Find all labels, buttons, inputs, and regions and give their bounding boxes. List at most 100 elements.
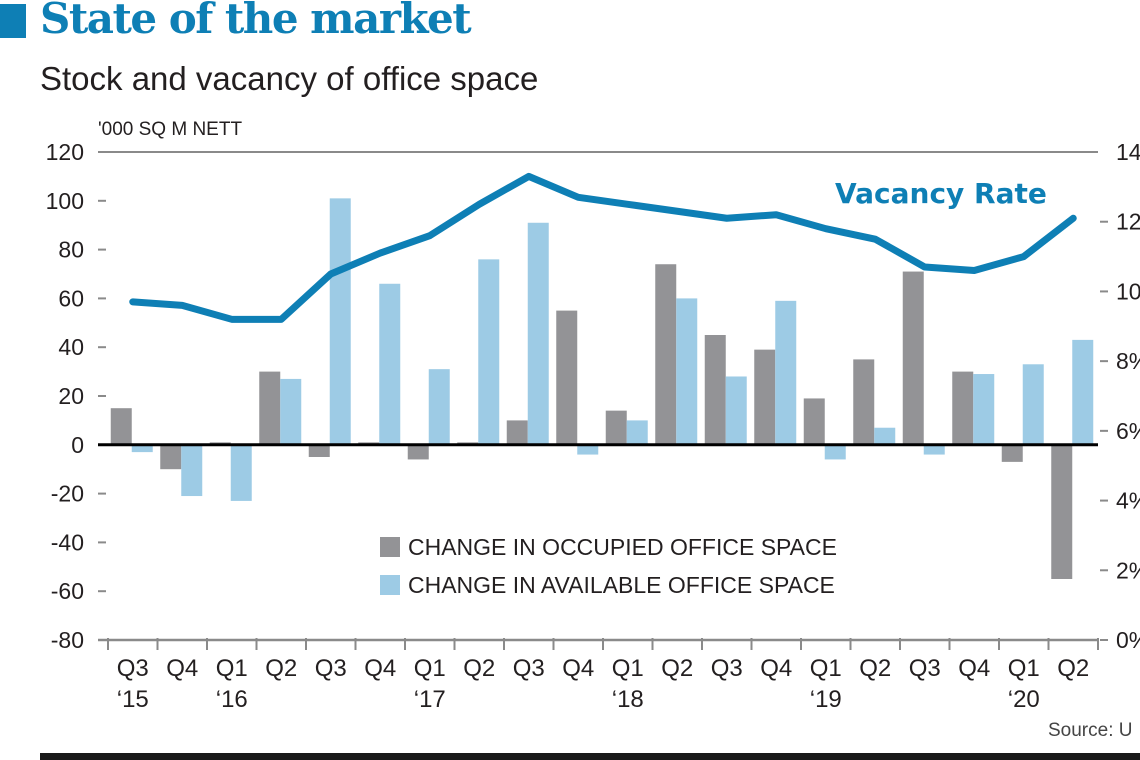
y-axis-unit-label: '000 SQ M NETT [98, 119, 243, 140]
tick-labels: 120 100 80 60 40 20 0 -20 -40 -60 -80 14 12 10 8% 6% 4% 2… [46, 139, 1140, 713]
x-year-label: ‘19 [810, 686, 842, 713]
legend-swatch-available [380, 575, 400, 595]
x-year-label: ‘17 [414, 686, 446, 713]
bar-occupied [110, 408, 132, 445]
y-tick-label: 60 [58, 285, 84, 311]
x-tick-label: Q1 [414, 655, 446, 682]
bar-available [131, 444, 153, 453]
bar-available [280, 378, 302, 445]
legend-swatch-occupied [380, 537, 400, 557]
bar-occupied [754, 349, 776, 445]
x-tick-label: Q1 [1008, 655, 1040, 682]
bar-available [725, 376, 747, 445]
bar-occupied [556, 310, 578, 445]
bar-available [478, 259, 500, 445]
bar-occupied [407, 444, 429, 460]
bar-occupied [160, 444, 182, 470]
x-tick-label: Q1 [216, 655, 248, 682]
y-tick-label: 100 [46, 188, 84, 214]
bar-occupied [1001, 444, 1023, 462]
legend-label-occupied: CHANGE IN OCCUPIED OFFICE SPACE [408, 533, 837, 560]
x-tick-label: Q4 [958, 655, 990, 682]
x-year-label: ‘15 [117, 686, 149, 713]
chart-title: State of the market [40, 0, 472, 43]
bar-occupied [506, 420, 528, 445]
x-tick-label: Q3 [117, 655, 149, 682]
y-tick-label: -40 [51, 529, 84, 555]
source-note: Source: U [1048, 720, 1133, 741]
bar-available [874, 427, 896, 445]
bar-occupied [803, 398, 825, 445]
x-tick-label: Q4 [562, 655, 594, 682]
x-year-label: ‘18 [612, 686, 644, 713]
x-tick-label: Q1 [612, 655, 644, 682]
x-tick-label: Q4 [364, 655, 396, 682]
bar-available [428, 369, 450, 445]
x-tick-label: Q1 [810, 655, 842, 682]
x-tick-label: Q3 [909, 655, 941, 682]
y2-tick-label: 4% [1116, 488, 1140, 514]
y2-tick-label: 14 [1116, 139, 1140, 165]
footer-bar [40, 753, 1140, 760]
bar-available [527, 222, 549, 445]
y-tick-label: -60 [51, 578, 84, 604]
x-tick-label: Q2 [265, 655, 297, 682]
bar-available [626, 420, 648, 445]
x-tick-label: Q2 [661, 655, 693, 682]
bar-occupied [308, 444, 330, 457]
legend-item-occupied: CHANGE IN OCCUPIED OFFICE SPACE [380, 528, 837, 566]
bar-occupied [704, 335, 726, 445]
x-tick-label: Q2 [463, 655, 495, 682]
title-accent-bar [0, 4, 26, 38]
y-tick-label: 120 [46, 139, 84, 165]
bar-available [329, 198, 351, 445]
y2-tick-label: 8% [1116, 348, 1140, 374]
bar-available [230, 444, 252, 501]
bar-occupied [853, 359, 875, 445]
bar-available [379, 283, 401, 445]
y2-tick-label: 10 [1116, 278, 1140, 304]
bar-available [973, 374, 995, 445]
bar-available [1072, 339, 1094, 445]
y-tick-label: -80 [51, 627, 84, 653]
y-tick-label: 20 [58, 383, 84, 409]
x-tick-label: Q3 [711, 655, 743, 682]
y-tick-label: 0 [71, 432, 84, 458]
chart-subtitle: Stock and vacancy of office space [40, 60, 539, 97]
x-year-label: ‘20 [1008, 686, 1040, 713]
x-tick-label: Q4 [760, 655, 792, 682]
x-tick-label: Q3 [315, 655, 347, 682]
x-tick-label: Q2 [1057, 655, 1089, 682]
vacancy-rate-line [129, 172, 1077, 323]
legend-item-available: CHANGE IN AVAILABLE OFFICE SPACE [380, 566, 837, 604]
y-tick-label: -20 [51, 481, 84, 507]
vacancy-rate-label: Vacancy Rate [835, 177, 1047, 210]
y-tick-label: 80 [58, 237, 84, 263]
y2-tick-label: 12 [1116, 209, 1140, 235]
y-tick-label: 40 [58, 334, 84, 360]
bar-occupied [259, 371, 281, 445]
vacancy-line-group: Vacancy Rate [129, 172, 1077, 323]
bar-available [577, 444, 599, 455]
bars [110, 198, 1094, 579]
bar-occupied [655, 264, 677, 445]
bar-available [923, 444, 945, 455]
bar-available [181, 444, 203, 497]
bar-available [1022, 364, 1044, 445]
y2-tick-label: 0% [1116, 627, 1140, 653]
bar-occupied [1051, 444, 1073, 579]
y2-tick-label: 2% [1116, 557, 1140, 583]
bar-occupied [605, 410, 627, 445]
legend-label-available: CHANGE IN AVAILABLE OFFICE SPACE [408, 571, 835, 598]
x-tick-label: Q3 [513, 655, 545, 682]
y2-tick-label: 6% [1116, 418, 1140, 444]
legend: CHANGE IN OCCUPIED OFFICE SPACE CHANGE I… [380, 528, 837, 604]
x-year-label: ‘16 [216, 686, 248, 713]
x-tick-label: Q4 [166, 655, 198, 682]
bar-occupied [952, 371, 974, 445]
bar-available [676, 298, 698, 445]
bar-available [775, 300, 797, 445]
x-tick-label: Q2 [859, 655, 891, 682]
bar-available [824, 444, 846, 460]
